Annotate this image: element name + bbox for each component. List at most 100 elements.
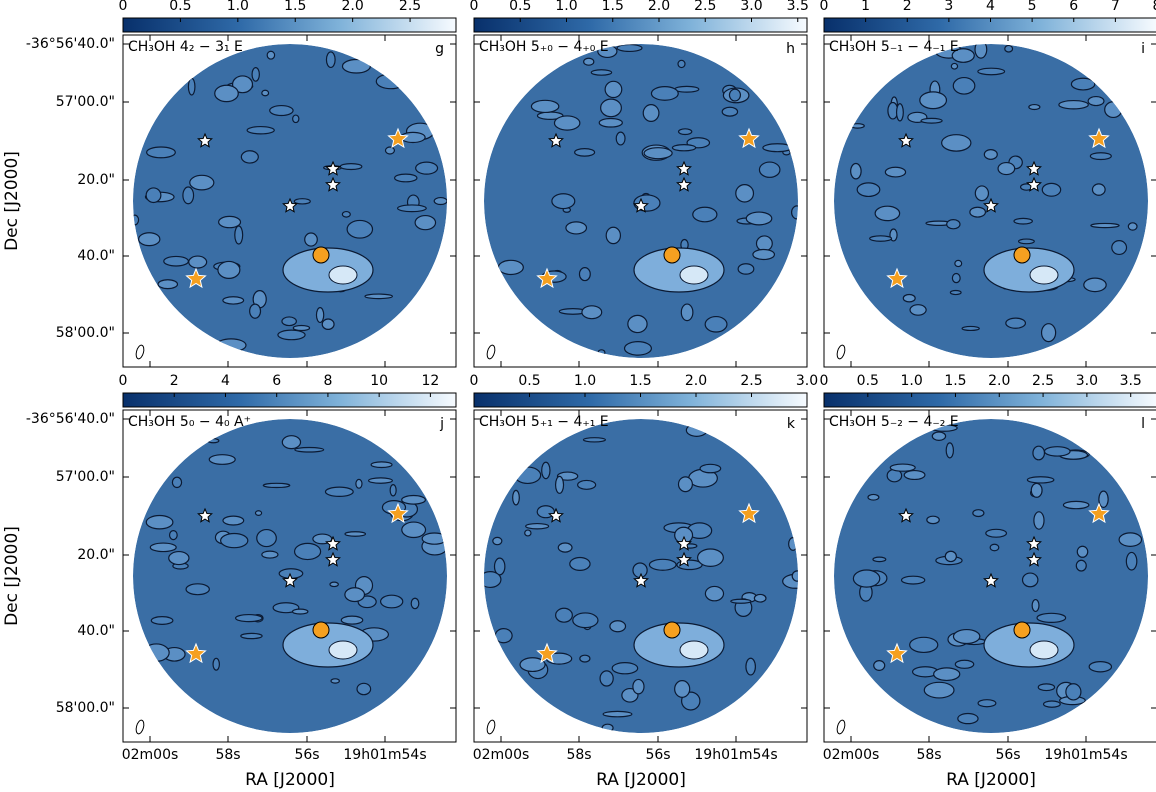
contour: [565, 221, 588, 235]
colorbar-tick-label: 1.0: [555, 0, 577, 14]
contour: [974, 44, 988, 59]
contour: [869, 235, 893, 242]
contour: [269, 104, 294, 117]
y-tick-label: -36°56'40.0": [26, 411, 115, 427]
contour: [1075, 559, 1087, 572]
contour: [1058, 99, 1089, 110]
contour: [341, 58, 371, 74]
contour: [512, 489, 520, 506]
contour: [788, 537, 798, 551]
source-star: [387, 127, 409, 149]
contour: [604, 80, 623, 99]
contour: [574, 148, 596, 157]
contour: [569, 556, 591, 571]
contour: [220, 532, 249, 549]
contour: [315, 307, 325, 324]
panel-frame: [122, 409, 457, 743]
contour: [189, 174, 215, 191]
source-star: [185, 267, 207, 289]
contour: [583, 57, 595, 66]
colorbar-tick-label: 0.5: [509, 0, 531, 14]
source-star: [983, 197, 999, 213]
source-star: [387, 502, 409, 524]
contour: [492, 536, 503, 546]
contour: [1091, 183, 1106, 196]
colorbar-tick-label: 0.5: [857, 373, 879, 389]
contour: [900, 575, 926, 585]
contour: [214, 84, 239, 103]
contour: [1062, 500, 1090, 510]
contour: [989, 543, 1000, 552]
colorbar-tick-label: 2.5: [399, 0, 421, 14]
colorbar-tick-label: 10: [370, 373, 388, 389]
panel-frame: [122, 34, 457, 368]
contour: [873, 660, 886, 671]
contour: [972, 509, 985, 518]
contour: [367, 477, 393, 484]
contour: [292, 114, 300, 124]
contour: [969, 206, 987, 218]
contour: [157, 279, 179, 290]
colorbar-tick-label: 0: [470, 0, 479, 14]
contour: [541, 461, 551, 480]
contour: [954, 659, 975, 669]
contour: [1083, 277, 1107, 293]
contour: [329, 581, 339, 588]
x-tick-label: 58s: [566, 747, 591, 763]
x-tick-label: 58s: [215, 747, 240, 763]
emission-core: [328, 265, 358, 285]
contour: [294, 446, 325, 453]
colorbar-tick-label: 2: [903, 0, 912, 14]
x-tick-label: 58s: [916, 747, 941, 763]
contour: [222, 296, 245, 305]
contour: [484, 571, 502, 589]
contour: [1065, 683, 1082, 701]
beam: [486, 719, 496, 735]
contour: [1033, 511, 1045, 530]
contour: [321, 318, 335, 331]
source-star: [983, 572, 999, 588]
contour: [401, 494, 426, 505]
source-circle: [1013, 621, 1031, 639]
contour: [240, 632, 263, 640]
contour: [600, 98, 622, 118]
source-circle: [663, 246, 681, 264]
panel-title: CH₃OH 5₊₀ − 4₊₀ E: [479, 39, 609, 55]
contour: [1076, 545, 1089, 558]
contour: [597, 349, 606, 356]
contour: [919, 91, 948, 110]
contour: [677, 476, 693, 493]
contour: [909, 636, 939, 654]
contour: [577, 479, 597, 490]
panel-label: k: [787, 416, 796, 432]
contour: [909, 304, 927, 316]
contour: [1104, 101, 1123, 119]
colorbar-tick-label: 2.0: [342, 0, 364, 14]
contour: [1090, 222, 1120, 229]
contour: [355, 478, 363, 489]
contour: [704, 585, 725, 602]
colorbar-tick-label: 1.5: [284, 0, 306, 14]
panel-label: g: [435, 41, 444, 57]
emission-core: [328, 640, 358, 660]
source-star: [1026, 535, 1042, 551]
contour: [977, 699, 997, 708]
emission-core: [1029, 640, 1059, 660]
colorbar-tick-label: 1.0: [574, 373, 596, 389]
panel-title: CH₃OH 5₀ − 4₀ A⁺: [128, 414, 251, 430]
source-star: [536, 267, 558, 289]
colorbar-tick-label: 8: [323, 373, 332, 389]
contour: [145, 187, 162, 204]
contour: [950, 62, 959, 70]
source-star: [325, 535, 341, 551]
contour: [138, 232, 161, 247]
contour: [762, 143, 793, 153]
contour: [944, 550, 958, 563]
contour: [696, 548, 724, 567]
contour: [262, 482, 291, 489]
contour: [1070, 77, 1096, 91]
contour: [1036, 612, 1067, 623]
source-star: [898, 507, 914, 523]
colorbar: [122, 17, 457, 33]
source-star: [325, 176, 341, 192]
